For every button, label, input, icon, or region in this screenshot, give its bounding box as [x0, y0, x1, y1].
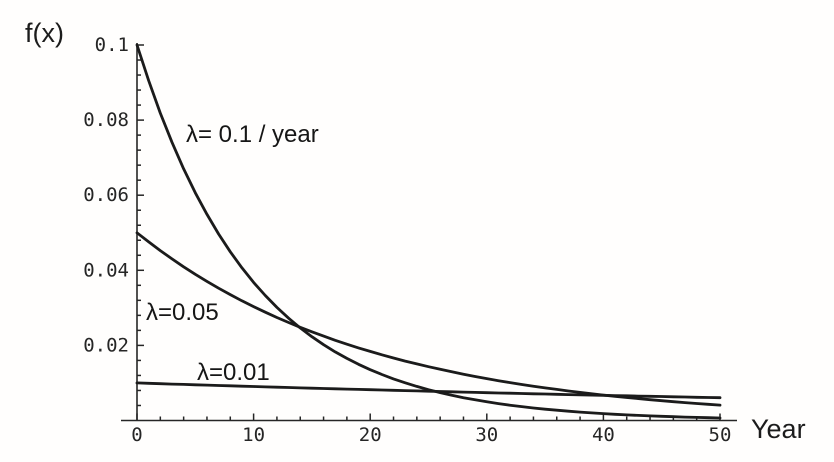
x-tick-label-0: 0 — [131, 424, 142, 446]
x-ticks: 0 10 20 30 40 50 — [131, 413, 732, 446]
y-tick-label-4: 0.1 — [95, 34, 129, 56]
y-tick-label-0: 0.02 — [83, 334, 129, 356]
annotation-lambda-0.01: λ=0.01 — [197, 359, 270, 386]
curves — [135, 43, 722, 420]
x-tick-label-1: 10 — [242, 424, 265, 446]
curve-lambda-0.1 — [135, 43, 722, 420]
y-tick-label-3: 0.08 — [83, 109, 129, 131]
x-tick-label-2: 20 — [359, 424, 382, 446]
x-axis-title: Year — [751, 414, 806, 444]
curve-lambda-0.01 — [135, 381, 722, 400]
y-tick-label-2: 0.06 — [83, 184, 129, 206]
x-tick-label-5: 50 — [709, 424, 732, 446]
y-tick-label-1: 0.04 — [83, 259, 129, 281]
y-axis-title: f(x) — [25, 18, 64, 48]
x-tick-label-4: 40 — [592, 424, 615, 446]
x-tick-label-3: 30 — [475, 424, 498, 446]
annotation-lambda-0.05: λ=0.05 — [146, 299, 219, 326]
y-ticks: 0.02 0.04 0.06 0.08 0.1 — [83, 34, 144, 407]
annotation-lambda-0.1: λ= 0.1 / year — [186, 121, 319, 148]
